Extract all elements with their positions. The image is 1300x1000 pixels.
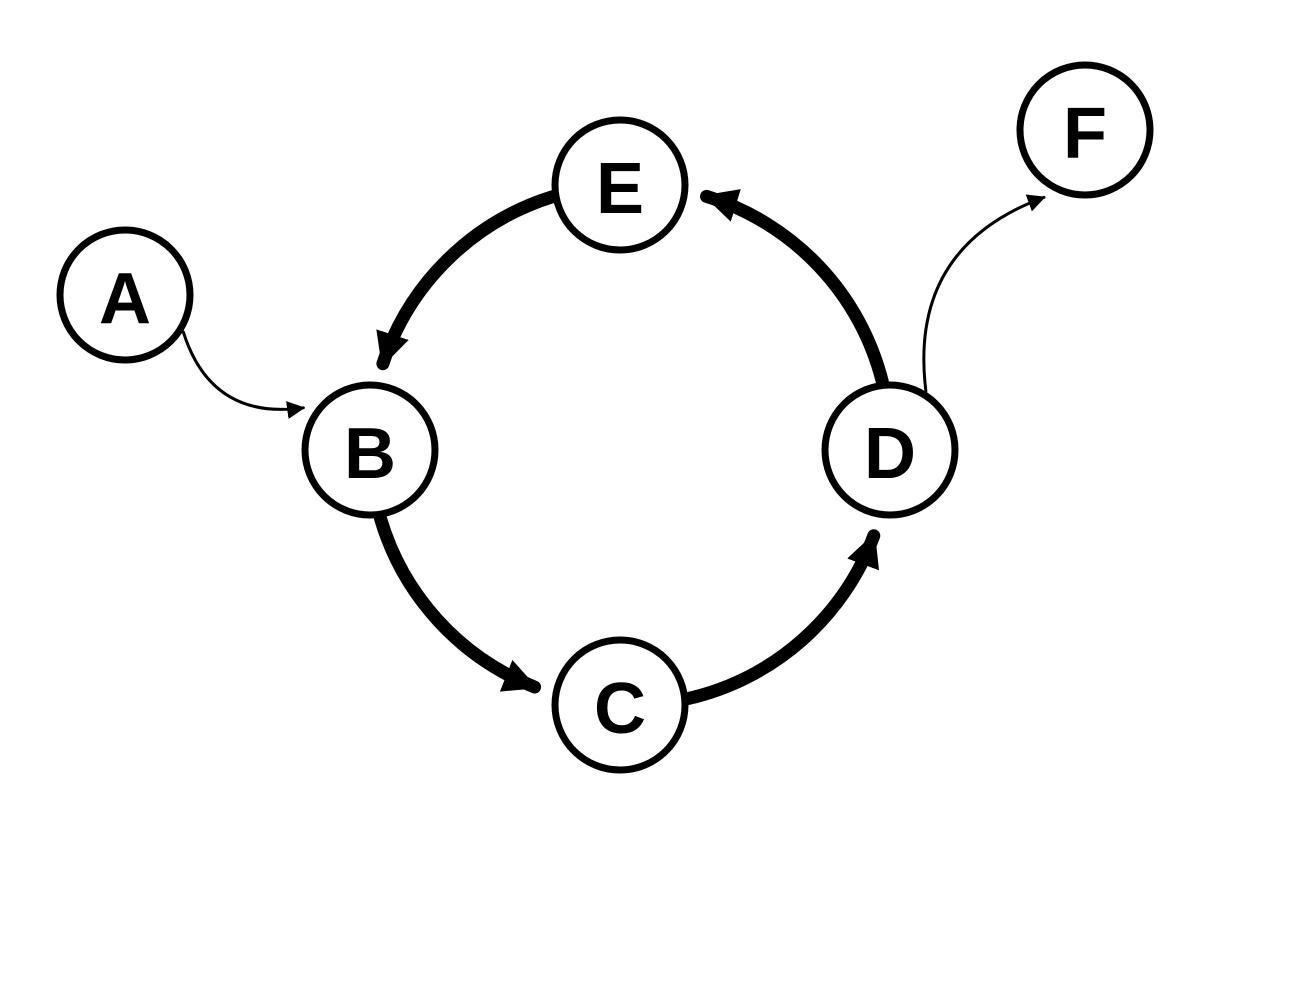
graph-diagram: A B C D E F <box>0 0 1300 1000</box>
nodes: A B C D E F <box>60 65 1150 770</box>
edge-A-B <box>183 332 303 410</box>
node-A-label: A <box>99 259 151 339</box>
edge-D-F <box>924 197 1044 391</box>
node-F-label: F <box>1063 94 1107 174</box>
node-C: C <box>555 640 685 770</box>
node-C-label: C <box>594 669 646 749</box>
edge-B-C <box>380 518 534 687</box>
edge-D-E <box>707 196 883 381</box>
node-F: F <box>1020 65 1150 195</box>
edge-E-B <box>383 197 552 364</box>
node-D: D <box>825 385 955 515</box>
node-E: E <box>555 120 685 250</box>
node-B-label: B <box>344 414 396 494</box>
node-A: A <box>60 230 190 360</box>
node-D-label: D <box>864 414 916 494</box>
edge-C-D <box>688 536 873 699</box>
node-B: B <box>305 385 435 515</box>
node-E-label: E <box>596 149 644 229</box>
